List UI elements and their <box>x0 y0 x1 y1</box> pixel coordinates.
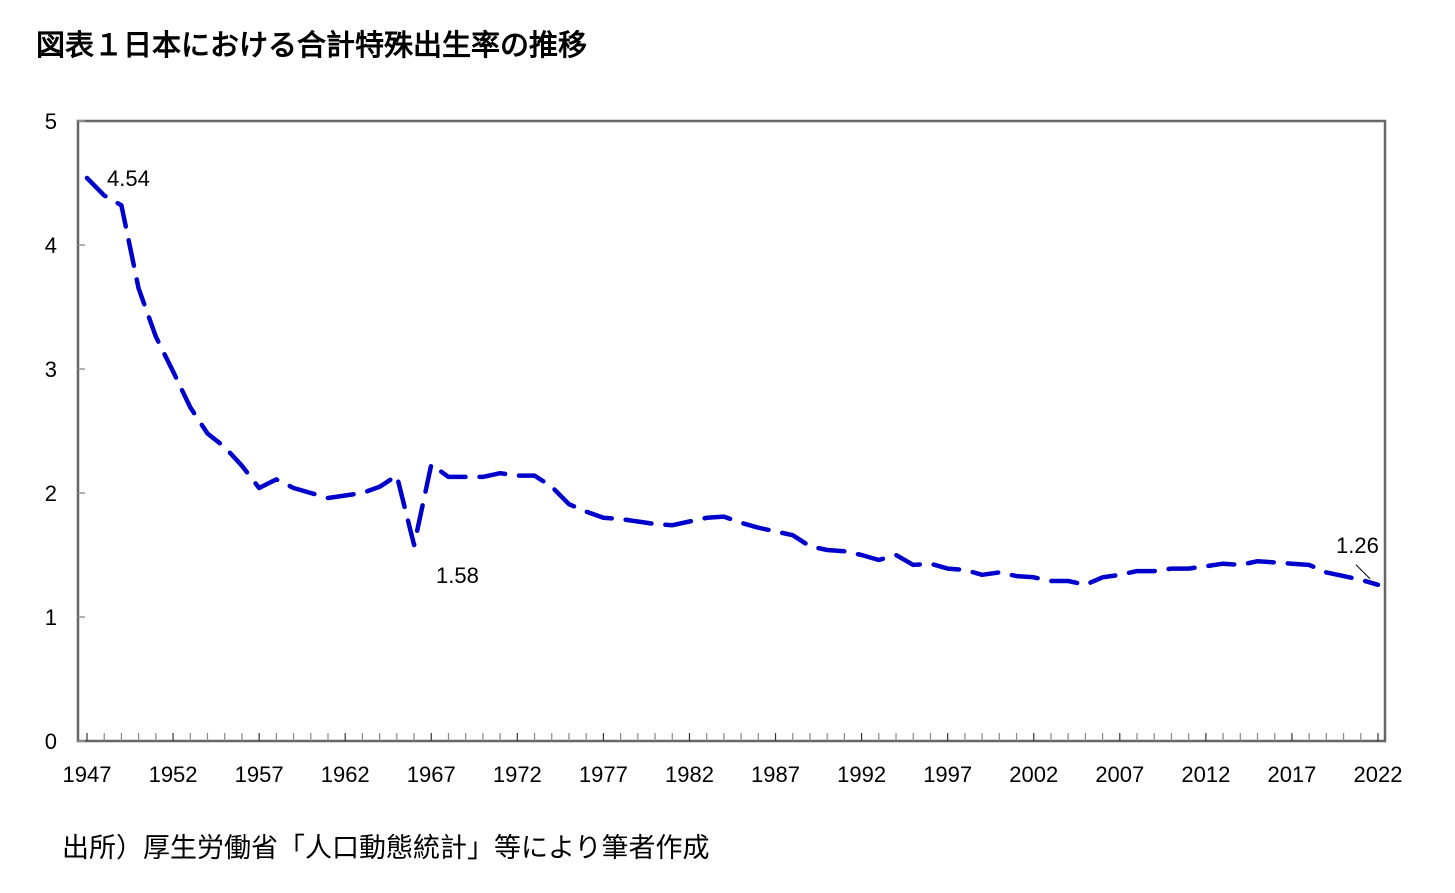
leader-line <box>1355 564 1371 580</box>
tfr-line <box>84 175 1381 588</box>
x-tick-label: 2022 <box>1354 762 1403 787</box>
y-tick-label: 1 <box>45 605 57 630</box>
x-tick-label: 1962 <box>321 762 370 787</box>
x-tick-label: 2002 <box>1009 762 1058 787</box>
plot-border <box>76 119 1387 743</box>
x-tick-label: 1947 <box>63 762 112 787</box>
x-tick-label: 1982 <box>665 762 714 787</box>
source-note: 出所）厚生労働省「人口動態統計」等により筆者作成 <box>62 833 710 864</box>
x-tick-label: 1952 <box>149 762 198 787</box>
x-tick-label: 1957 <box>235 762 284 787</box>
data-label: 1.58 <box>436 563 479 588</box>
x-tick-label: 1967 <box>407 762 456 787</box>
x-tick-label: 1992 <box>837 762 886 787</box>
series-line <box>84 175 1381 588</box>
plot-area <box>76 119 1387 743</box>
y-tick-label: 4 <box>45 233 57 258</box>
y-tick-label: 5 <box>45 109 57 134</box>
x-tick-label: 2012 <box>1181 762 1230 787</box>
y-tick-label: 3 <box>45 357 57 382</box>
y-tick-label: 2 <box>45 481 57 506</box>
x-tick-label: 1977 <box>579 762 628 787</box>
x-tick-label: 1972 <box>493 762 542 787</box>
chart-title: 図表１日本における合計特殊出生率の推移 <box>36 28 588 62</box>
x-tick-label: 1987 <box>751 762 800 787</box>
axis-ticks: 0 1 2 3 4 5 1947 1952 1957 1962 1967 1972 1977 1982 19… <box>45 109 1403 787</box>
data-label: 4.54 <box>107 166 150 191</box>
x-tick-label: 2007 <box>1095 762 1144 787</box>
data-labels: 4.54 1.58 1.26 <box>107 166 1379 588</box>
y-tick-label: 0 <box>45 729 57 754</box>
x-tick-label: 2017 <box>1267 762 1316 787</box>
data-label: 1.26 <box>1336 533 1379 558</box>
x-tick-label: 1997 <box>923 762 972 787</box>
